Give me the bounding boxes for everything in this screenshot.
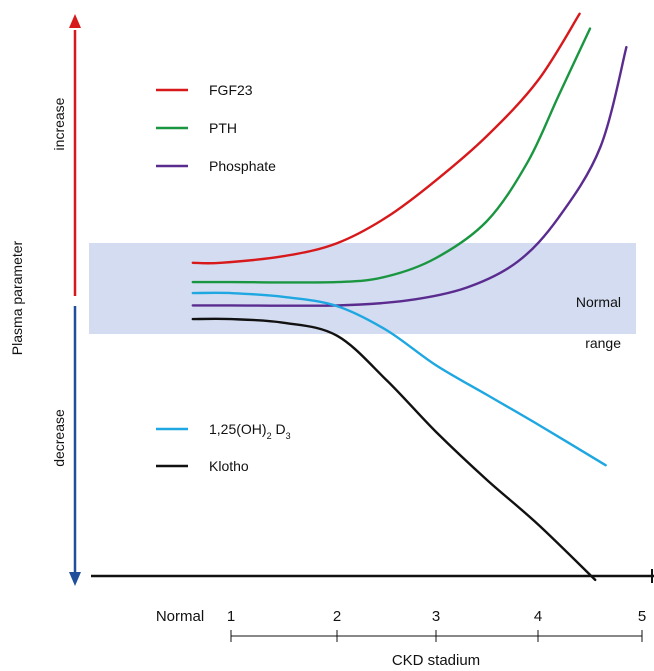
normal-range-label-line2: range <box>585 335 621 351</box>
y-axis-title: Plasma parameter <box>9 240 25 355</box>
legend-label-0: FGF23 <box>209 82 253 98</box>
increase-arrow-head <box>69 14 81 28</box>
x-tick-label-0: Normal <box>156 608 204 625</box>
series-line-1-25-oh-2-d3 <box>191 291 607 467</box>
normal-range-band <box>89 243 636 334</box>
series-line-pth <box>191 27 592 284</box>
series-line-fgf23 <box>191 12 581 265</box>
legend-upper: FGF23 PTH Phosphate <box>156 82 276 174</box>
decrease-arrow-head <box>69 572 81 586</box>
x-tick-label-4: 4 <box>534 608 542 625</box>
series-line-phosphate <box>191 45 628 307</box>
increase-label: increase <box>51 97 67 150</box>
legend-label-2: Phosphate <box>209 158 276 174</box>
legend-label-0: 1,25(OH)2 D3 <box>209 421 291 441</box>
x-axis-title: CKD stadium <box>392 652 480 669</box>
x-tick-labels: Normal 1 2 3 4 5 <box>156 608 646 625</box>
normal-range-label-line1: Normal <box>576 294 621 310</box>
x-tick-label-3: 3 <box>432 608 440 625</box>
x-tick-label-5: 5 <box>638 608 646 625</box>
x-tick-label-1: 1 <box>227 608 235 625</box>
decrease-label: decrease <box>51 409 67 467</box>
x-tick-label-2: 2 <box>333 608 341 625</box>
legend-lower: 1,25(OH)2 D3 Klotho <box>156 421 291 474</box>
legend-label-1: PTH <box>209 120 237 136</box>
data-series <box>191 12 628 582</box>
series-line-klotho <box>191 317 597 582</box>
ckd-bracket-ticks <box>230 630 643 642</box>
legend-label-1: Klotho <box>209 458 249 474</box>
